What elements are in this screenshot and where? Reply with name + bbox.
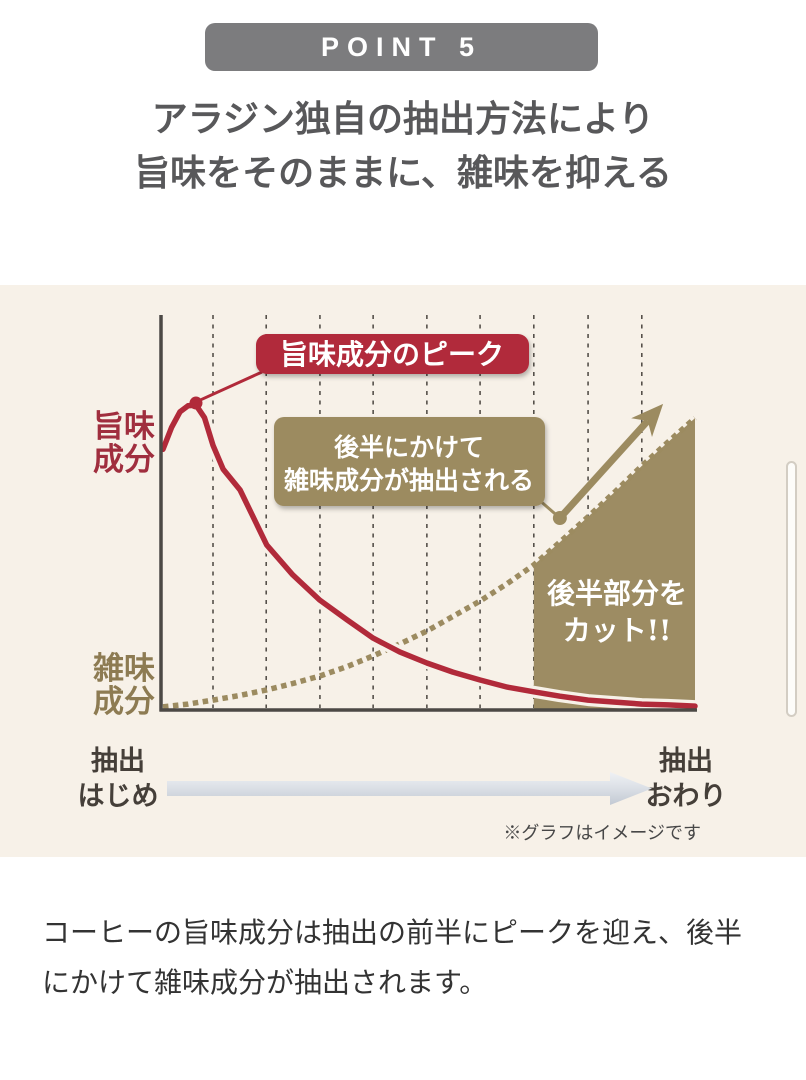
peak-callout-leader — [197, 370, 263, 403]
peak-callout-text: 旨味成分のピーク — [280, 338, 504, 371]
cut-label-line2: カット!! — [563, 614, 672, 647]
latter-callout-line1: 後半にかけて — [334, 433, 484, 462]
peak-point-dot — [189, 396, 203, 410]
extraction-chart: 後半部分を カット!! 旨味成分のピーク 後半にかけて 雑味成分が抽出される 旨… — [78, 315, 727, 843]
scrollbar-thumb[interactable] — [786, 461, 797, 717]
y-label-zatsumi-line1: 雑味 — [92, 651, 155, 687]
latter-callout-line2: 雑味成分が抽出される — [283, 466, 534, 495]
rise-arrow-shaft — [557, 418, 651, 521]
chart-note: ※グラフはイメージです — [503, 823, 701, 843]
point-badge-label: POINT 5 — [320, 31, 483, 62]
axes — [159, 315, 697, 712]
y-label-zatsumi-line2: 成分 — [93, 684, 155, 720]
cut-label-line1: 後半部分を — [547, 577, 687, 610]
body-paragraph: コーヒーの旨味成分は抽出の前半にピークを迎え、後半にかけて雑味成分が抽出されます… — [42, 917, 743, 998]
point-badge: POINT 5 — [205, 23, 598, 71]
latter-callout-badge — [274, 417, 545, 506]
peak-callout-badge — [256, 334, 529, 374]
page-title-line2: 旨味をそのままに、雑味を抑える — [134, 152, 672, 193]
x-label-end-line1: 抽出 — [659, 746, 713, 777]
page-title: アラジン独自の抽出方法により 旨味をそのままに、雑味を抑える — [0, 92, 806, 200]
cut-region-shading — [533, 418, 695, 710]
x-label-start-line1: 抽出 — [91, 746, 145, 777]
x-label-start-line2: はじめ — [78, 781, 159, 812]
y-label-umami-line2: 成分 — [93, 442, 155, 478]
chart-panel: 後半部分を カット!! 旨味成分のピーク 後半にかけて 雑味成分が抽出される 旨… — [0, 285, 806, 857]
rise-arrow-head-icon — [631, 403, 664, 437]
x-label-end-line2: おわり — [646, 781, 727, 812]
time-arrow-icon — [167, 772, 652, 805]
page-title-line1: アラジン独自の抽出方法により — [151, 98, 655, 139]
latter-point-dot — [552, 511, 567, 526]
y-label-umami-line1: 旨味 — [93, 409, 155, 445]
